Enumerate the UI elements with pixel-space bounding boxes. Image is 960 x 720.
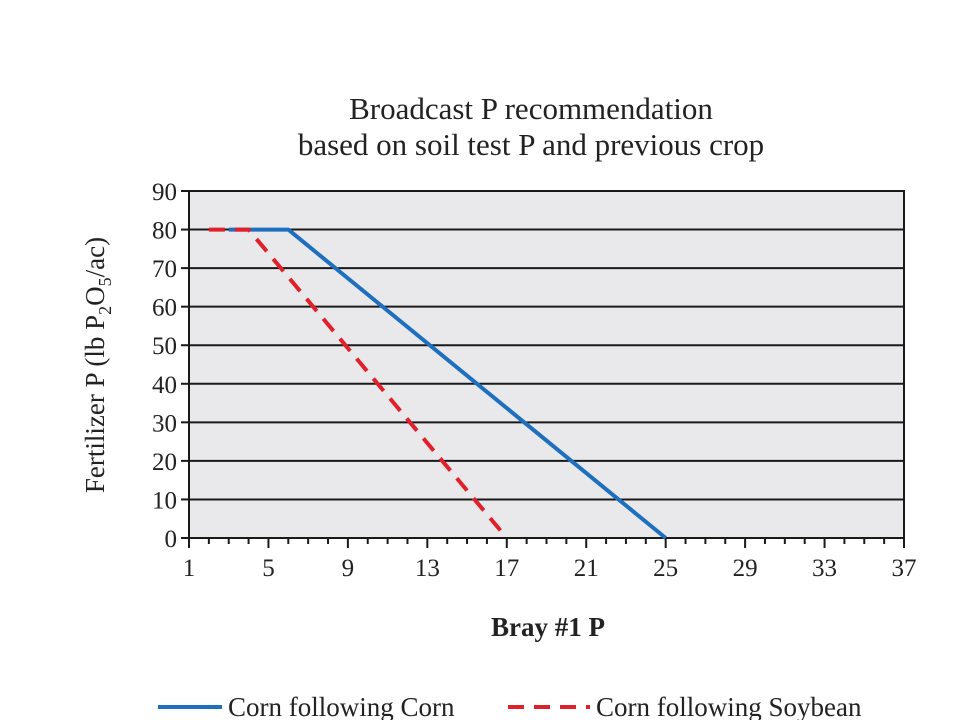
y-axis-tick-labels: 0 10 20 30 40 50 60 70 80 90 (152, 179, 177, 553)
y-tick-label: 0 (165, 526, 178, 553)
x-tick-label: 17 (494, 555, 519, 582)
plot-area (188, 190, 905, 539)
y-tick-label: 90 (152, 179, 177, 206)
y-tick-label: 30 (152, 410, 177, 437)
y-tick-label: 50 (152, 333, 177, 360)
y-tick-label: 20 (152, 449, 177, 476)
chart-subtitle: based on soil test P and previous crop (298, 127, 764, 162)
series-lines (208, 227, 667, 540)
y-tick-label: 80 (152, 218, 177, 245)
chart-title: Broadcast P recommendation (349, 91, 713, 126)
y-axis-label-part-c: /ac) (80, 237, 110, 277)
y-tick-label: 70 (152, 256, 177, 283)
legend-label-corn-following-soybean: Corn following Soybean (596, 692, 862, 720)
x-axis-label: Bray #1 P (491, 612, 605, 642)
y-axis-label-sub-5: 5 (95, 277, 115, 286)
y-axis-label-part-b: O (80, 286, 110, 306)
y-axis-label: Fertilizer P (lb P2O5/ac) (80, 237, 115, 493)
x-tick-label: 9 (342, 555, 355, 582)
legend: Corn following Corn Corn following Soybe… (158, 692, 862, 720)
gridlines (189, 228, 904, 501)
x-tick-label: 25 (653, 555, 678, 582)
x-tick-label: 1 (183, 555, 196, 582)
y-axis-label-part-a: Fertilizer P (lb P (80, 315, 110, 493)
y-tick-label: 10 (152, 487, 177, 514)
x-tick-label: 37 (892, 555, 917, 582)
x-tick-label: 29 (733, 555, 758, 582)
x-tick-label: 13 (415, 555, 440, 582)
y-tick-label: 40 (152, 372, 177, 399)
axis-ticks (181, 190, 905, 548)
x-tick-label: 33 (812, 555, 837, 582)
legend-label-corn-following-corn: Corn following Corn (228, 692, 455, 720)
y-axis-label-sub-2: 2 (95, 306, 115, 315)
x-tick-label: 21 (574, 555, 599, 582)
y-tick-label: 60 (152, 295, 177, 322)
series-line-corn-following-soybean (208, 227, 509, 540)
x-tick-label: 5 (262, 555, 275, 582)
x-axis-tick-labels: 1 5 9 13 17 21 25 29 33 37 (183, 555, 917, 582)
